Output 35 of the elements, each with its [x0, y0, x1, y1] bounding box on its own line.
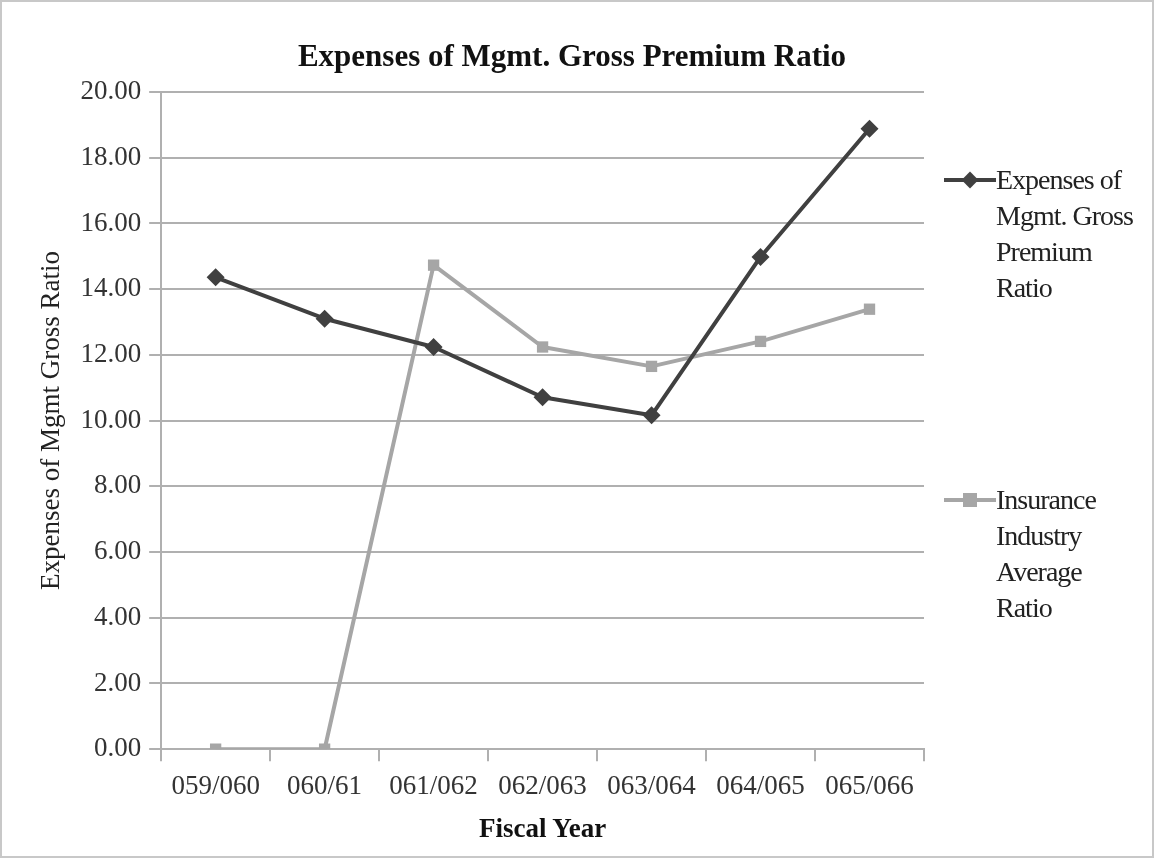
point: [754, 335, 767, 348]
y-tick-label: 0.00: [93, 732, 142, 763]
y-tick-label: 20.00: [80, 75, 142, 106]
x-tick-label: 065/066: [825, 770, 914, 801]
point: [533, 388, 552, 407]
y-tick-label: 12.00: [80, 337, 142, 368]
x-tick-label: 059/060: [171, 770, 260, 801]
x-tick-label: 063/064: [607, 770, 697, 801]
point: [424, 337, 443, 356]
point: [206, 268, 225, 287]
x-tick-label: 064/065: [716, 770, 805, 801]
point: [863, 303, 876, 315]
point: [315, 309, 334, 328]
point: [427, 259, 440, 271]
chart-title: Expenses of Mgmt. Gross Premium Ratio: [297, 38, 847, 73]
y-axis-title: Expenses of Mgmt Gross Ratio: [35, 251, 66, 591]
legend-label: Expenses of Mgmt. Gross Premium Ratio: [996, 163, 1134, 305]
point: [645, 360, 658, 373]
x-axis-title: Fiscal Year: [478, 812, 607, 843]
legend-label: Insurance Industry Average Ratio: [996, 483, 1097, 625]
y-tick-label: 18.00: [80, 140, 142, 171]
y-tick-label: 8.00: [93, 469, 142, 500]
y-tick-label: 16.00: [80, 206, 142, 237]
y-tick-label: 4.00: [93, 600, 142, 631]
point: [536, 341, 549, 353]
y-tick-label: 2.00: [93, 666, 142, 697]
y-tick-label: 6.00: [93, 535, 142, 566]
point: [860, 119, 879, 138]
x-tick-label: 060/61: [287, 770, 363, 801]
x-tick-label: 062/063: [498, 770, 587, 801]
x-tick-label: 061/062: [389, 770, 478, 801]
point: [751, 247, 770, 266]
y-tick-label: 14.00: [80, 272, 142, 303]
y-tick-label: 10.00: [80, 403, 142, 434]
point: [642, 406, 661, 425]
